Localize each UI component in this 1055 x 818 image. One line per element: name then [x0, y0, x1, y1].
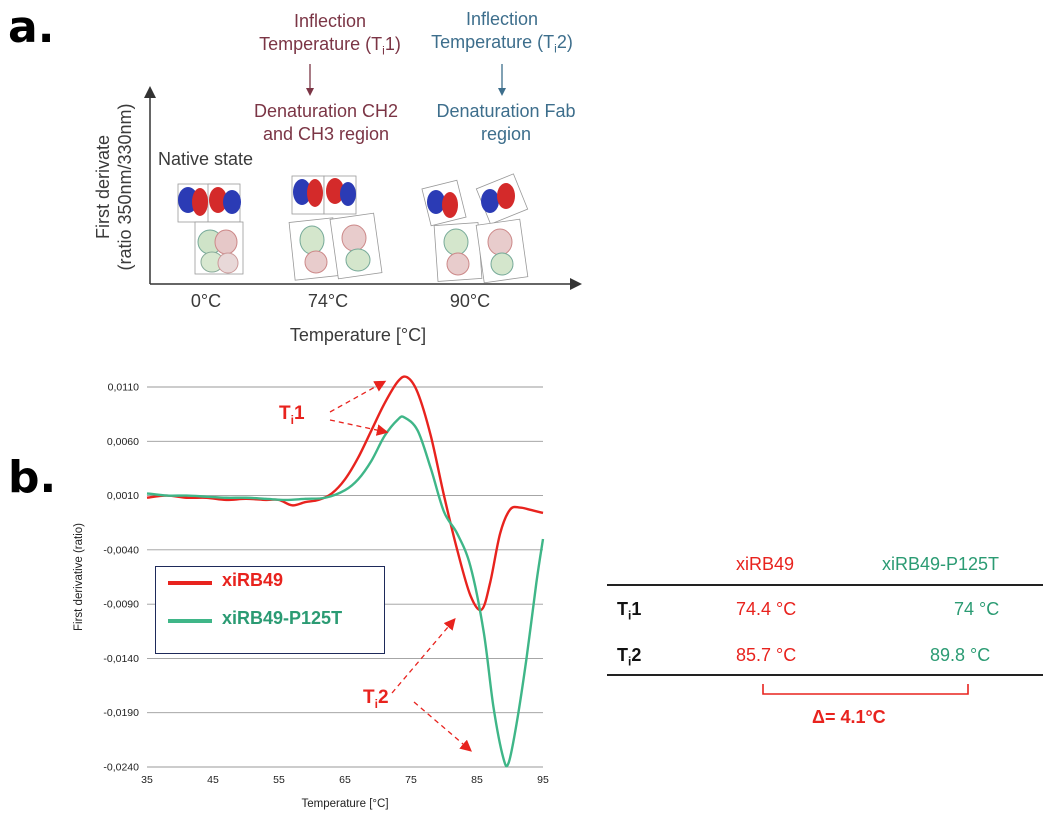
derivative-chart: 0,0110 0,0060 0,0010 -0,0040 -0,0090 -0,0140 -…: [73, 375, 549, 810]
chart-series: [146, 375, 545, 768]
antibody-native-icon: [177, 183, 244, 275]
table-ti1-xirb49: 74.4 °C: [736, 599, 797, 619]
delta-bracket: [762, 684, 969, 695]
antibody-fab-unfolded-icon: [421, 173, 529, 284]
chart-grid: [147, 386, 543, 768]
ti1-label: Inflection Temperature (Ti1): [240, 10, 420, 63]
table-ti2-xirb49: 85.7 °C: [736, 645, 797, 665]
chart-x-axis-title: Temperature [°C]: [301, 798, 388, 810]
ti2-label-line1: Inflection: [465, 9, 539, 29]
ti1-label-line1: Inflection: [293, 11, 367, 31]
denaturation-ch-line2: and CH3 region: [262, 124, 390, 144]
legend-swatch-xirb49: [168, 581, 212, 585]
table-row-ti2-label: Ti2: [617, 645, 642, 669]
panel-a-temp-90: 90°C: [449, 291, 491, 311]
ti1-label-line2: Temperature (Ti1): [259, 34, 401, 58]
panel-a-y-axis-line2: (ratio 350nm/330nm): [115, 103, 135, 271]
denaturation-fab-label: Denaturation Fab region: [416, 100, 596, 146]
ti1-down-arrowhead: [306, 88, 314, 96]
table-row-ti1-label: Ti1: [617, 599, 642, 623]
panel-a-x-axis-label: Temperature [°C]: [289, 325, 427, 345]
chart-y-tick-label: 0,0060: [107, 436, 139, 448]
annotation-ti1-label: Ti1: [279, 403, 305, 427]
chart-x-tick-label: 65: [339, 774, 351, 786]
antibody-partial-unfolded-icon: [288, 175, 383, 281]
legend-label-p125t: xiRB49-P125T: [222, 608, 343, 628]
panel-a-y-axis-line1: First derivate: [93, 134, 113, 240]
chart-y-tick-label: -0,0140: [103, 653, 139, 665]
chart-x-tick-label: 35: [141, 774, 153, 786]
series-line-xirb49-p125t: [146, 415, 545, 768]
denaturation-fab-line1: Denaturation Fab: [436, 101, 576, 121]
chart-y-tick-label: -0,0190: [103, 707, 139, 719]
panel-a-letter: a.: [8, 2, 55, 53]
chart-x-tick-label: 55: [273, 774, 285, 786]
chart-y-tick-label: -0,0090: [103, 599, 139, 611]
annotation-ti2-label: Ti2: [363, 687, 389, 711]
chart-x-tick-label: 75: [405, 774, 417, 786]
table-ti1-p125t: 74 °C: [954, 599, 1000, 619]
table-ti2-p125t: 89.8 °C: [930, 645, 991, 665]
ti2-label-line2: Temperature (Ti2): [431, 32, 573, 56]
chart-y-axis-title: First derivative (ratio): [73, 523, 85, 631]
table-top-rule: [607, 584, 1043, 586]
panel-a-temp-0: 0°C: [190, 291, 222, 311]
table-header-xirb49: xiRB49: [736, 554, 795, 574]
denaturation-ch-line1: Denaturation CH2: [253, 101, 399, 121]
chart-y-tick-label: -0,0240: [103, 762, 139, 774]
table-header-p125t: xiRB49-P125T: [882, 554, 1000, 574]
chart-y-ticks: 0,0110 0,0060 0,0010 -0,0040 -0,0090 -0,0140 -…: [103, 382, 139, 774]
ti2-label: Inflection Temperature (Ti2): [412, 8, 592, 61]
denaturation-fab-line2: region: [480, 124, 532, 144]
denaturation-ch-label: Denaturation CH2 and CH3 region: [236, 100, 416, 146]
panel-a-temp-74: 74°C: [307, 291, 349, 311]
panel-a-y-axis-label: First derivate (ratio 350nm/330nm): [92, 57, 136, 317]
ti2-down-arrowhead: [498, 88, 506, 96]
chart-y-tick-label: -0,0040: [103, 544, 139, 556]
panel-b-letter: b.: [8, 452, 57, 503]
chart-x-tick-label: 95: [537, 774, 549, 786]
legend-swatch-p125t: [168, 619, 212, 623]
chart-x-ticks: 35 45 55 65 75 85 95: [141, 774, 549, 786]
chart-x-tick-label: 45: [207, 774, 219, 786]
panel-a-diagram: [144, 64, 582, 290]
legend-label-xirb49: xiRB49: [222, 570, 284, 590]
chart-y-tick-label: 0,0010: [107, 490, 139, 502]
table-bottom-rule: [607, 674, 1043, 676]
delta-label: Δ= 4.1°C: [812, 707, 886, 727]
chart-legend: xiRB49 xiRB49-P125T: [155, 566, 385, 654]
chart-y-tick-label: 0,0110: [108, 382, 139, 394]
chart-x-tick-label: 85: [471, 774, 483, 786]
native-state-label: Native state: [158, 149, 254, 169]
